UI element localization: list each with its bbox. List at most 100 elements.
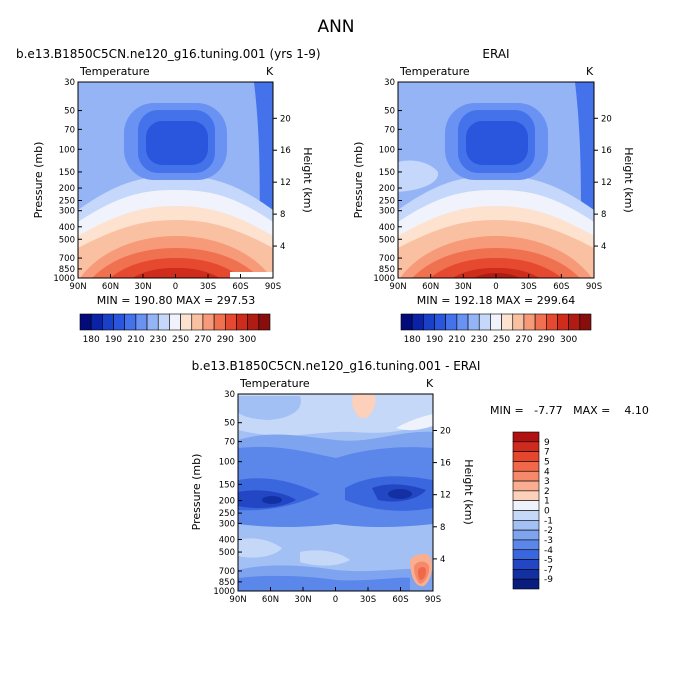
pressure-tick-label: 300 [219,519,235,529]
pressure-tick-label: 70 [64,125,75,135]
colorbar-label: -4 [544,546,553,556]
colorbar-swatch [557,313,569,331]
y2-axis-label: Height (km) [462,459,475,525]
colorbar-swatch [523,313,536,331]
latitude-tick-label: 30N [455,282,472,292]
pressure-tick-label: 850 [379,265,395,275]
colorbar-swatch [512,500,540,511]
height-tick-label: 20 [440,426,451,436]
colorbar-label: 3 [544,477,550,487]
colorbar-swatch [512,578,540,590]
colorbar-label: 180 [404,335,421,345]
colorbar-swatch [135,313,148,331]
latitude-tick-label: 60N [262,595,279,605]
temperature-colorbar-left: 180 190 210 230 250 270 290 300 [79,313,271,345]
colorbar-label: 9 [544,438,550,448]
colorbar-swatch [90,313,103,331]
pressure-tick-label: 70 [384,125,395,135]
pressure-tick-label: 30 [224,390,235,400]
height-tick-label: 4 [601,242,606,252]
height-tick-label: 12 [440,491,451,501]
colorbar-swatch [146,313,159,331]
colorbar-label: 2 [544,487,550,497]
colorbar-swatch [512,539,540,551]
colorbar-swatch [102,313,114,331]
pressure-tick-label: 500 [379,235,395,245]
y-axis-label: Pressure (mb) [352,142,365,219]
model-temperature-panel: b.e13.B1850C5CN.ne120_g16.tuning.001 (yr… [16,47,321,307]
colorbar-swatch [512,520,540,531]
temperature-colorbar-right: 180 190 210 230 250 270 290 300 [400,313,592,345]
y-axis-label: Pressure (mb) [190,454,203,531]
latitude-tick-label: 30N [134,282,151,292]
difference-panel: b.e13.B1850C5CN.ne120_g16.tuning.001 - E… [190,359,649,605]
pressure-tick-label: 850 [219,578,235,588]
colorbar-label: -9 [544,575,553,585]
height-tick-label: 20 [601,114,612,124]
latitude-tick-label: 60S [232,282,248,292]
colorbar-swatch [512,559,540,570]
colorbar-swatch [579,313,592,331]
height-tick-label: 16 [601,146,612,156]
pressure-tick-label: 100 [379,145,395,155]
colorbar-swatch [512,529,540,541]
colorbar-label: 230 [471,335,488,345]
colorbar-swatch [501,313,514,331]
height-tick-label: 16 [280,146,291,156]
height-tick-label: 4 [280,242,285,252]
colorbar-swatch [400,313,413,331]
colorbar-swatch [411,313,424,331]
pressure-tick-label: 30 [64,78,75,88]
colorbar-swatch [467,313,480,331]
colorbar-swatch [512,461,540,472]
pressure-tick-label: 700 [379,254,395,264]
colorbar-label: 180 [83,335,100,345]
latitude-tick-label: 30N [294,595,311,605]
height-tick-label: 8 [601,210,606,220]
latitude-tick-label: 60N [102,282,119,292]
min-max-text: MIN = 192.18 MAX = 299.64 [417,294,575,307]
contour-fill-difference [238,394,433,591]
pressure-tick-label: 200 [379,184,395,194]
colorbar-swatch [258,313,271,331]
colorbar-swatch [512,441,540,452]
pressure-tick-label: 400 [379,223,395,233]
latitude-tick-label: 90N [389,282,406,292]
colorbar-label: 300 [239,335,256,345]
colorbar-swatch [456,313,469,331]
panel-title: b.e13.B1850C5CN.ne120_g16.tuning.001 - E… [192,359,481,373]
colorbar-label: 230 [150,335,167,345]
colorbar-swatch [512,549,540,560]
pressure-tick-label: 100 [219,458,235,468]
colorbar-label: 290 [217,335,234,345]
latitude-tick-label: 60N [422,282,439,292]
colorbar-label: 5 [544,457,550,467]
colorbar-swatch [434,313,447,331]
height-tick-label: 8 [280,210,285,220]
pressure-tick-label: 150 [59,168,75,178]
pressure-tick-label: 1000 [53,274,75,284]
colorbar-swatch [545,313,558,331]
field-label: Temperature [399,65,470,78]
colorbar-label: 1 [544,497,550,507]
pressure-tick-label: 150 [379,168,395,178]
colorbar-swatch [213,313,226,331]
y-axis-label: Pressure (mb) [32,142,45,219]
latitude-tick-label: 60S [392,595,408,605]
colorbar-swatch [236,313,248,331]
height-tick-label: 12 [280,178,291,188]
colorbar-swatch [512,313,525,331]
latitude-tick-label: 90N [69,282,86,292]
colorbar-label: 190 [105,335,122,345]
pressure-tick-label: 1000 [213,587,235,597]
pressure-tick-label: 250 [219,509,235,519]
height-tick-label: 20 [280,114,291,124]
latitude-tick-label: 60S [553,282,569,292]
colorbar-swatch [512,490,540,501]
pressure-tick-label: 300 [379,207,395,217]
pressure-tick-label: 70 [224,438,235,448]
colorbar-swatch [247,313,260,331]
latitude-tick-label: 30S [521,282,537,292]
